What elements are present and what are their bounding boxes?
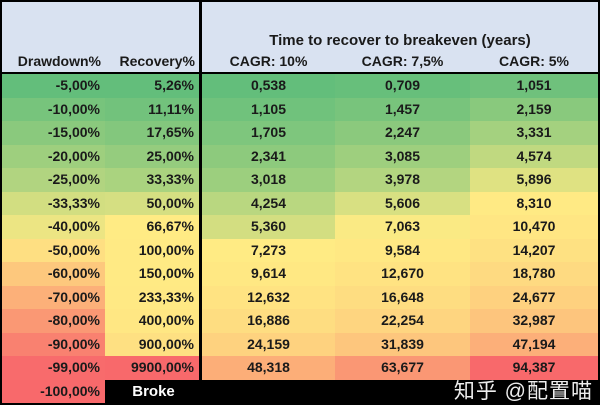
table-cell: -40,00%	[2, 215, 105, 239]
table-cell: -10,00%	[2, 97, 105, 121]
table-cell: 9900,00%	[105, 356, 199, 380]
table-cell: 900,00%	[105, 332, 199, 356]
table-cell: 4,254	[199, 191, 335, 215]
col-header-recovery: Recovery%	[119, 53, 196, 69]
table-cell: 9,584	[335, 238, 470, 262]
table-cell: 3,085	[335, 144, 470, 168]
table-cell: 17,65%	[105, 121, 199, 145]
table-cell: -99,00%	[2, 356, 105, 380]
table-cell: 33,33%	[105, 168, 199, 192]
table-cell: -5,00%	[2, 74, 105, 98]
table-cell: 3,018	[199, 168, 335, 192]
table-cell: 12,670	[335, 262, 470, 286]
table-cell: 3,978	[335, 168, 470, 192]
broke-cell: Broke	[105, 379, 598, 403]
table-cell: 8,310	[470, 191, 598, 215]
table-cell: 22,254	[335, 309, 470, 333]
table-cell: -60,00%	[2, 262, 105, 286]
header-right-section: Time to recover to breakeven (years) CAG…	[199, 2, 598, 72]
col-header-cagr-10: CAGR: 10%	[229, 53, 308, 69]
table-cell: 16,648	[335, 285, 470, 309]
table-cell: 10,470	[470, 215, 598, 239]
col-header-cagr-7-5: CAGR: 7,5%	[361, 53, 444, 69]
table-cell: 94,387	[470, 356, 598, 380]
table-cell: -50,00%	[2, 238, 105, 262]
table-cell: -80,00%	[2, 309, 105, 333]
cagr-header-row: CAGR: 10% CAGR: 7,5% CAGR: 5%	[202, 53, 598, 69]
table-cell: 1,105	[199, 97, 335, 121]
table-cell: 150,00%	[105, 262, 199, 286]
table-cell: 2,341	[199, 144, 335, 168]
table-cell: 24,677	[470, 285, 598, 309]
table-cell-drawdown-100: -100,00%	[2, 379, 105, 403]
table-cell: 1,051	[470, 74, 598, 98]
broke-label: Broke	[132, 382, 175, 400]
header-left-section: Drawdown% Recovery%	[2, 2, 199, 72]
table-cell: 1,705	[199, 121, 335, 145]
col-header-drawdown: Drawdown%	[17, 53, 101, 69]
table-cell: 0,538	[199, 74, 335, 98]
table-cell: 63,677	[335, 356, 470, 380]
table-cell: 7,063	[335, 215, 470, 239]
table-cell: 18,780	[470, 262, 598, 286]
table-cell: -15,00%	[2, 121, 105, 145]
table-cell: 2,159	[470, 97, 598, 121]
table-title: Time to recover to breakeven (years)	[269, 32, 531, 49]
table-cell: -20,00%	[2, 144, 105, 168]
table-cell: 5,606	[335, 191, 470, 215]
table-cell: 24,159	[199, 332, 335, 356]
table-body: -5,00% 5,26% 0,538 0,709 1,051 -10,00% 11,11% 1…	[2, 72, 598, 403]
table-cell: 3,331	[470, 121, 598, 145]
table-cell: 5,896	[470, 168, 598, 192]
table-cell: 100,00%	[105, 238, 199, 262]
table-cell: 0,709	[335, 74, 470, 98]
table-cell: 31,839	[335, 332, 470, 356]
table-cell: 5,26%	[105, 74, 199, 98]
table-cell: 48,318	[199, 356, 335, 380]
table-cell: -25,00%	[2, 168, 105, 192]
table-cell: 400,00%	[105, 309, 199, 333]
table-cell: 32,987	[470, 309, 598, 333]
col-header-cagr-5: CAGR: 5%	[498, 53, 569, 69]
table-cell: 66,67%	[105, 215, 199, 239]
table-cell: 9,614	[199, 262, 335, 286]
table-cell: 50,00%	[105, 191, 199, 215]
table-cell: 5,360	[199, 215, 335, 239]
table-header: Drawdown% Recovery% Time to recover to b…	[2, 2, 598, 72]
table-cell: 12,632	[199, 285, 335, 309]
table-cell: 16,886	[199, 309, 335, 333]
table-cell: 233,33%	[105, 285, 199, 309]
table-cell: 11,11%	[105, 97, 199, 121]
table-cell: 2,247	[335, 121, 470, 145]
table-cell: -90,00%	[2, 332, 105, 356]
table-cell: -70,00%	[2, 285, 105, 309]
table-cell: 7,273	[199, 238, 335, 262]
table-cell: 47,194	[470, 332, 598, 356]
table-cell: 14,207	[470, 238, 598, 262]
table-cell: -33,33%	[2, 191, 105, 215]
table-cell: 25,00%	[105, 144, 199, 168]
table-cell: 1,457	[335, 97, 470, 121]
table-cell: 4,574	[470, 144, 598, 168]
